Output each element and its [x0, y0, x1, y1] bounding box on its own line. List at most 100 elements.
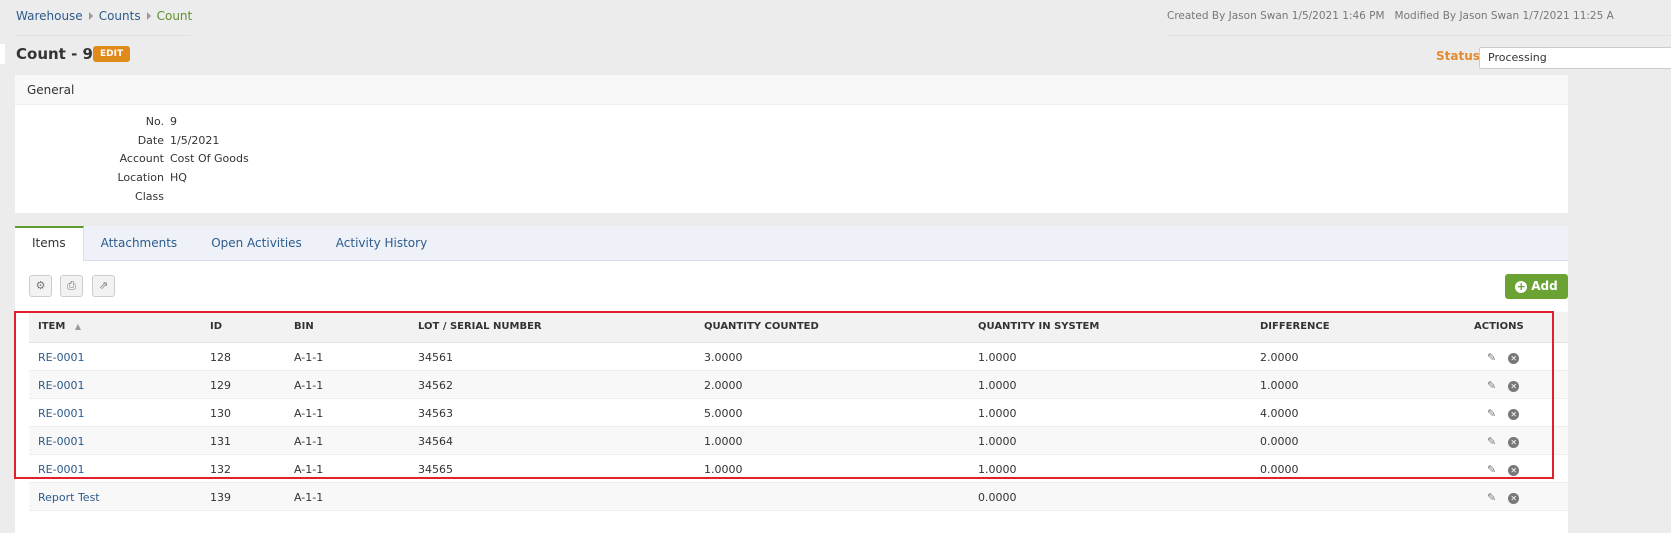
field-no: No. 9	[15, 115, 1568, 128]
breadcrumb: Warehouse Counts Count	[16, 9, 192, 23]
cell-id: 129	[201, 370, 285, 399]
breadcrumb-counts[interactable]: Counts	[98, 9, 141, 23]
cell-item[interactable]: RE-0001	[29, 370, 201, 399]
delete-icon[interactable]: ✕	[1508, 492, 1520, 504]
cell-bin: A-1-1	[285, 342, 409, 371]
side-tab-handle[interactable]	[0, 44, 5, 64]
cell-actions: ✎ ✕	[1465, 342, 1568, 371]
edit-icon[interactable]: ✎	[1487, 434, 1497, 448]
col-bin[interactable]: BIN	[285, 312, 409, 343]
cell-difference: 1.0000	[1251, 370, 1465, 399]
print-icon: ⎙	[67, 279, 76, 292]
table-row: Report Test 139 A-1-1 0.0000 ✎ ✕	[29, 482, 1568, 511]
plus-circle-icon: +	[1515, 280, 1528, 293]
sort-asc-icon: ▲	[74, 322, 81, 332]
cell-actions: ✎ ✕	[1465, 398, 1568, 427]
tab-attachments[interactable]: Attachments	[100, 236, 178, 250]
col-lot[interactable]: LOT / SERIAL NUMBER	[409, 312, 695, 343]
tab-bar: Items Attachments Open Activities Activi…	[15, 226, 1568, 261]
share-icon: ⇗	[98, 279, 109, 292]
cell-actions: ✎ ✕	[1465, 426, 1568, 455]
cell-difference: 0.0000	[1251, 426, 1465, 455]
settings-button[interactable]: ⚙	[29, 275, 52, 297]
edit-icon[interactable]: ✎	[1487, 462, 1497, 476]
add-label: Add	[1531, 279, 1558, 293]
field-label: Date	[137, 134, 164, 147]
highlight-box	[14, 311, 1554, 479]
cell-actions: ✎ ✕	[1465, 482, 1568, 511]
field-value: HQ	[170, 171, 187, 184]
page-title: Count - 9	[16, 45, 93, 63]
cell-lot: 34561	[409, 342, 695, 371]
col-qty-counted[interactable]: QUANTITY COUNTED	[695, 312, 969, 343]
cell-bin: A-1-1	[285, 398, 409, 427]
col-item[interactable]: ITEM ▲	[29, 312, 201, 343]
add-button[interactable]: + Add	[1505, 274, 1568, 299]
table-row: RE-0001 131 A-1-1 34564 1.0000 1.0000 0.0000 ✎ ✕	[29, 426, 1568, 455]
cell-bin: A-1-1	[285, 370, 409, 399]
status-label: Status	[1436, 49, 1480, 63]
field-label: Class	[135, 190, 164, 203]
cell-qty-system: 1.0000	[969, 370, 1251, 399]
delete-icon[interactable]: ✕	[1508, 436, 1520, 448]
general-panel: General No. 9 Date 1/5/2021 Account Cost Of…	[15, 75, 1568, 213]
edit-icon[interactable]: ✎	[1487, 490, 1497, 504]
cell-qty-counted	[695, 482, 969, 511]
field-label: Location	[117, 171, 164, 184]
field-location: Location HQ	[15, 171, 1568, 184]
cell-qty-counted: 2.0000	[695, 370, 969, 399]
record-meta: Created By Jason Swan 1/5/2021 1:46 PM Mo…	[1167, 10, 1624, 22]
field-value: Cost Of Goods	[170, 152, 249, 165]
col-difference[interactable]: DIFFERENCE	[1251, 312, 1465, 343]
cell-lot: 34562	[409, 370, 695, 399]
cell-bin: A-1-1	[285, 482, 409, 511]
delete-icon[interactable]: ✕	[1508, 352, 1520, 364]
delete-icon[interactable]: ✕	[1508, 380, 1520, 392]
chevron-right-icon	[146, 12, 151, 20]
tab-activity-history[interactable]: Activity History	[335, 236, 428, 250]
cell-id: 128	[201, 342, 285, 371]
delete-icon[interactable]: ✕	[1508, 464, 1520, 476]
edit-icon[interactable]: ✎	[1487, 350, 1497, 364]
panel-title: General	[15, 75, 1568, 105]
breadcrumb-current: Count	[156, 9, 193, 23]
cell-lot: 34563	[409, 398, 695, 427]
export-button[interactable]: ⇗	[92, 275, 115, 297]
cell-id: 130	[201, 398, 285, 427]
cell-bin: A-1-1	[285, 426, 409, 455]
field-class: Class	[15, 190, 1568, 203]
field-label: Account	[119, 152, 164, 165]
edit-icon[interactable]: ✎	[1487, 378, 1497, 392]
cell-difference	[1251, 482, 1465, 511]
cell-id: 139	[201, 482, 285, 511]
status-select[interactable]: Processing	[1479, 47, 1671, 69]
delete-icon[interactable]: ✕	[1508, 408, 1520, 420]
cell-item[interactable]: RE-0001	[29, 342, 201, 371]
tab-open-activities[interactable]: Open Activities	[211, 236, 302, 250]
cell-lot	[409, 482, 695, 511]
cell-item[interactable]: RE-0001	[29, 398, 201, 427]
edit-icon[interactable]: ✎	[1487, 406, 1497, 420]
cell-difference: 2.0000	[1251, 342, 1465, 371]
cell-qty-system: 0.0000	[969, 482, 1251, 511]
cell-item[interactable]: RE-0001	[29, 426, 201, 455]
table-header: ITEM ▲ ID BIN LOT / SERIAL NUMBER QUANTI…	[29, 312, 1568, 343]
table-row: RE-0001 130 A-1-1 34563 5.0000 1.0000 4.0000 ✎ ✕	[29, 398, 1568, 427]
cell-qty-counted: 3.0000	[695, 342, 969, 371]
breadcrumb-warehouse[interactable]: Warehouse	[16, 9, 83, 23]
col-id[interactable]: ID	[201, 312, 285, 343]
table-row: RE-0001 129 A-1-1 34562 2.0000 1.0000 1.0000 ✎ ✕	[29, 370, 1568, 399]
field-date: Date 1/5/2021	[15, 134, 1568, 147]
tab-items[interactable]: Items	[15, 226, 84, 261]
field-label: No.	[145, 115, 164, 128]
field-value: 9	[170, 115, 177, 128]
divider	[16, 35, 191, 36]
cell-qty-counted: 5.0000	[695, 398, 969, 427]
col-qty-system[interactable]: QUANTITY IN SYSTEM	[969, 312, 1251, 343]
print-button[interactable]: ⎙	[60, 275, 83, 297]
cell-difference: 4.0000	[1251, 398, 1465, 427]
cell-qty-system: 1.0000	[969, 426, 1251, 455]
edit-button[interactable]: EDIT	[93, 46, 131, 62]
cell-item[interactable]: Report Test	[29, 482, 201, 511]
col-actions: ACTIONS	[1465, 312, 1568, 343]
